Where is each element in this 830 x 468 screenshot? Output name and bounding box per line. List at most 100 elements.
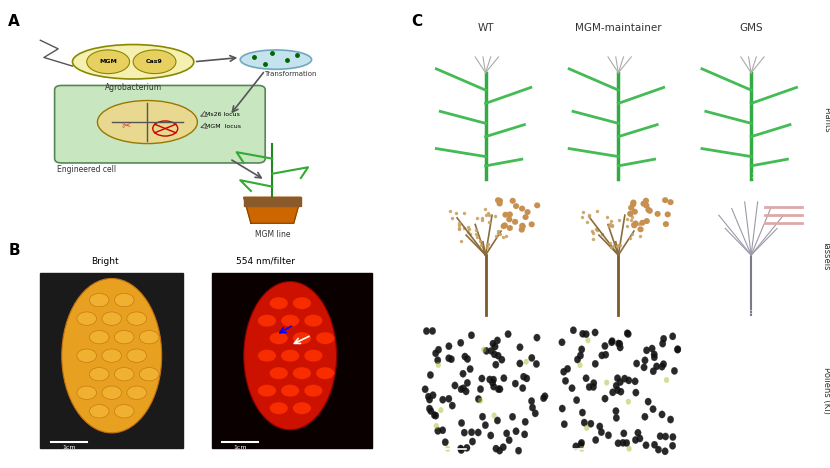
Ellipse shape	[475, 429, 481, 436]
Ellipse shape	[613, 414, 619, 422]
Ellipse shape	[651, 351, 657, 358]
Ellipse shape	[670, 433, 676, 441]
Ellipse shape	[520, 223, 525, 229]
Ellipse shape	[667, 416, 674, 423]
Text: WT: WT	[477, 23, 494, 33]
Ellipse shape	[632, 220, 638, 227]
Ellipse shape	[102, 312, 121, 325]
Ellipse shape	[519, 227, 525, 233]
Ellipse shape	[517, 344, 523, 351]
Ellipse shape	[649, 345, 656, 352]
Text: MGM: MGM	[100, 59, 117, 64]
Ellipse shape	[650, 405, 657, 413]
Ellipse shape	[525, 209, 530, 215]
Ellipse shape	[244, 282, 337, 430]
Ellipse shape	[87, 50, 129, 73]
Ellipse shape	[431, 411, 437, 419]
Ellipse shape	[579, 330, 586, 337]
Ellipse shape	[293, 332, 311, 344]
Ellipse shape	[593, 436, 599, 444]
Ellipse shape	[560, 368, 567, 375]
Ellipse shape	[520, 373, 527, 380]
Text: Agrobacterium: Agrobacterium	[105, 83, 162, 92]
Ellipse shape	[564, 365, 571, 373]
Ellipse shape	[257, 314, 276, 327]
Ellipse shape	[257, 385, 276, 397]
Text: A: A	[8, 14, 20, 29]
Ellipse shape	[623, 439, 630, 446]
Ellipse shape	[670, 333, 676, 340]
Ellipse shape	[633, 360, 640, 367]
Ellipse shape	[494, 417, 500, 424]
Ellipse shape	[316, 367, 334, 380]
Ellipse shape	[642, 413, 648, 420]
Ellipse shape	[651, 354, 657, 361]
Text: 1cm: 1cm	[62, 445, 76, 450]
Text: Cas9: Cas9	[146, 59, 163, 64]
Ellipse shape	[653, 363, 660, 370]
Ellipse shape	[506, 212, 513, 218]
Ellipse shape	[464, 379, 471, 387]
Text: C: C	[411, 14, 422, 29]
Ellipse shape	[615, 340, 622, 347]
Ellipse shape	[585, 337, 590, 344]
Ellipse shape	[422, 386, 428, 393]
Ellipse shape	[632, 209, 638, 215]
Ellipse shape	[645, 398, 652, 405]
Ellipse shape	[240, 50, 311, 69]
FancyBboxPatch shape	[55, 86, 266, 163]
Ellipse shape	[622, 375, 627, 382]
Ellipse shape	[270, 297, 288, 309]
Ellipse shape	[603, 351, 609, 358]
Ellipse shape	[481, 347, 486, 352]
Ellipse shape	[581, 419, 588, 426]
Ellipse shape	[516, 360, 523, 367]
Ellipse shape	[77, 349, 96, 362]
Ellipse shape	[281, 385, 300, 397]
Ellipse shape	[493, 445, 500, 452]
Ellipse shape	[627, 446, 632, 452]
Ellipse shape	[270, 402, 288, 414]
Ellipse shape	[662, 197, 668, 203]
Ellipse shape	[617, 344, 623, 351]
Ellipse shape	[506, 217, 512, 222]
Text: MGM line: MGM line	[255, 230, 290, 239]
Ellipse shape	[647, 208, 653, 214]
Ellipse shape	[613, 382, 619, 389]
Ellipse shape	[652, 441, 657, 448]
Ellipse shape	[665, 212, 671, 217]
Ellipse shape	[542, 393, 548, 400]
Ellipse shape	[423, 328, 430, 335]
Ellipse shape	[507, 225, 513, 231]
Ellipse shape	[519, 205, 525, 212]
Ellipse shape	[643, 197, 649, 204]
Ellipse shape	[627, 211, 633, 217]
Ellipse shape	[490, 340, 496, 347]
Ellipse shape	[477, 386, 484, 393]
Ellipse shape	[115, 404, 134, 418]
Ellipse shape	[513, 428, 520, 435]
Ellipse shape	[602, 395, 608, 402]
Ellipse shape	[492, 343, 498, 350]
Ellipse shape	[615, 439, 622, 447]
Ellipse shape	[439, 427, 446, 434]
Ellipse shape	[642, 357, 648, 364]
Ellipse shape	[592, 329, 598, 336]
Ellipse shape	[675, 345, 681, 353]
Ellipse shape	[438, 407, 443, 413]
Ellipse shape	[90, 330, 109, 344]
Ellipse shape	[467, 366, 473, 373]
Ellipse shape	[452, 382, 458, 389]
Ellipse shape	[430, 392, 437, 399]
Ellipse shape	[662, 433, 669, 440]
Text: 20cm: 20cm	[751, 173, 770, 179]
Ellipse shape	[468, 429, 475, 436]
Ellipse shape	[515, 447, 522, 454]
Polygon shape	[244, 197, 300, 206]
Ellipse shape	[574, 396, 580, 404]
Ellipse shape	[655, 211, 661, 217]
Ellipse shape	[579, 409, 586, 416]
Ellipse shape	[483, 347, 490, 355]
Ellipse shape	[429, 327, 436, 335]
Ellipse shape	[662, 447, 668, 455]
